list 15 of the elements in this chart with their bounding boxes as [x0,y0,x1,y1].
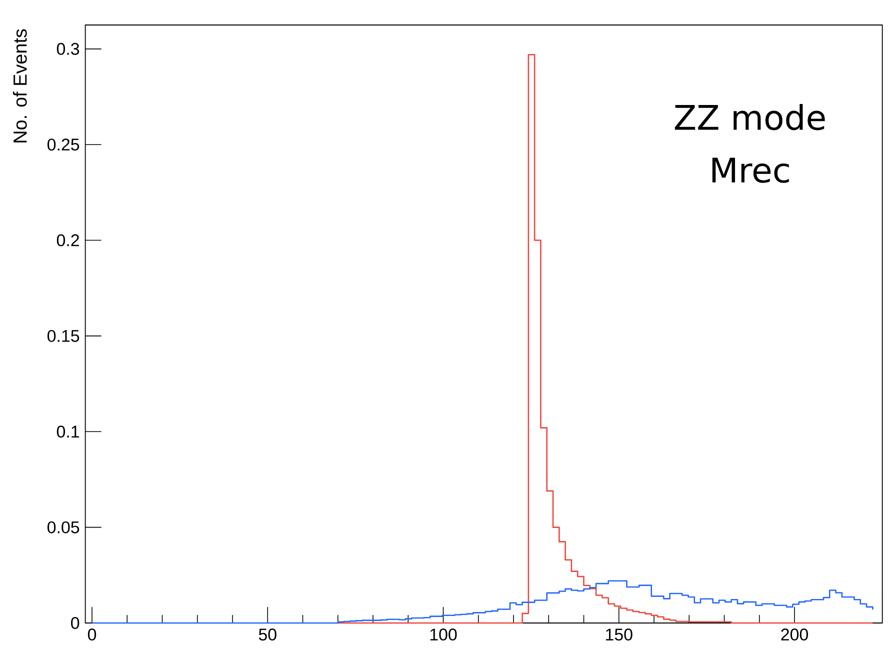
x-tick-label: 0 [88,628,96,641]
y-tick-label: 0.25 [48,138,80,151]
y-tick-label: 0.1 [56,426,79,438]
y-tick-label: 0.15 [48,330,80,342]
y-tick-label: 0 [71,617,80,629]
annotation: ZZ mode [674,104,825,130]
y-tick-label: 0.05 [48,521,80,534]
x-tick-label: 200 [781,628,808,641]
x-tick-label: 50 [258,628,276,641]
x-tick-label: 100 [430,628,457,641]
y-tick-label: 0.3 [56,42,80,55]
y-axis-title: No. of Events [12,29,27,142]
y-tick-label: 0.2 [56,234,79,246]
x-tick-label: 150 [606,628,632,641]
annotation: Mrec [712,158,789,183]
